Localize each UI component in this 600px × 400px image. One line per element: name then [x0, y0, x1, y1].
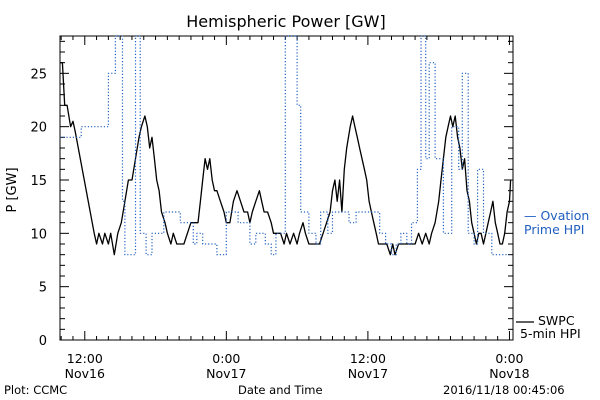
plot-timestamp: 2016/11/18 00:45:06	[443, 383, 565, 397]
x-tick-date-label: Nov18	[489, 366, 529, 381]
series-layer	[60, 35, 512, 256]
x-tick-date-label: Nov16	[65, 366, 105, 381]
x-tick-time-label: 12:00	[350, 351, 386, 366]
x-axis-label: Date and Time	[238, 383, 323, 397]
y-tick-label: 20	[30, 121, 47, 136]
series-swpc-hpi-line	[60, 62, 512, 256]
x-axis-ticks: 12:00Nov150:00Nov1612:00Nov160:00Nov1712…	[60, 36, 530, 381]
x-tick-date-label: Nov17	[348, 366, 388, 381]
x-tick-time-label: 12:00	[67, 351, 103, 366]
y-tick-label: 10	[30, 227, 47, 242]
y-tick-label: 5	[39, 281, 47, 296]
y-tick-label: 15	[30, 174, 47, 189]
plot-frame	[59, 35, 514, 341]
y-tick-label: 0	[39, 334, 47, 349]
legend-swpc-label: 5-min HPI	[520, 326, 581, 341]
legend-swpc-label: SWPC	[538, 313, 575, 328]
legend-ovation-label: — Ovation	[524, 208, 589, 223]
series-ovation-prime-line	[60, 35, 510, 256]
chart-title: Hemispheric Power [GW]	[186, 12, 385, 31]
y-axis-ticks: 0 5 10 15 20 25	[30, 40, 513, 349]
x-tick-time-label: 0:00	[212, 351, 240, 366]
x-tick-date-label: Nov17	[206, 366, 246, 381]
y-axis-label: P [GW]	[5, 167, 20, 212]
plot-credit: Plot: CCMC	[4, 383, 68, 397]
legend-ovation-label: Prime HPI	[524, 222, 584, 237]
y-tick-label: 25	[30, 67, 47, 82]
x-tick-time-label: 0:00	[495, 351, 523, 366]
